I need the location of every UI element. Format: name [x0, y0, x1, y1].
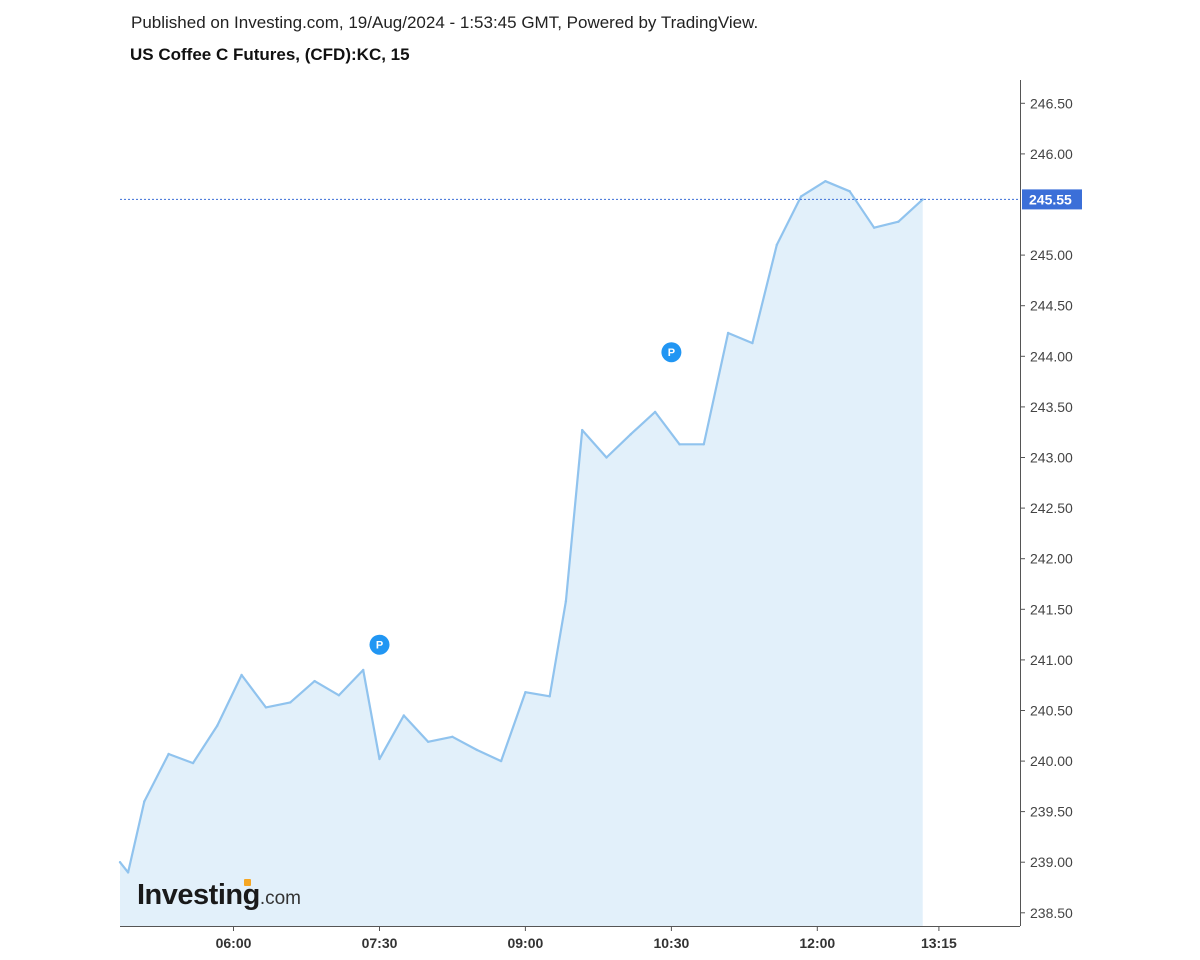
data-point: [564, 600, 568, 603]
data-point: [824, 180, 827, 183]
data-point: [548, 695, 551, 698]
logo-main: Investing: [137, 879, 260, 911]
data-point: [143, 800, 146, 803]
data-point: [653, 410, 657, 414]
data-point: [605, 456, 608, 459]
data-point: [921, 198, 924, 201]
y-tick-label: 241.50: [1030, 601, 1073, 617]
x-tick-label: 10:30: [653, 935, 689, 951]
data-point: [402, 714, 405, 717]
x-tick-label: 06:00: [216, 935, 252, 951]
data-point: [775, 243, 778, 247]
y-tick-label: 243.50: [1030, 399, 1073, 415]
y-tick-label: 240.50: [1030, 703, 1073, 719]
data-point: [702, 443, 705, 446]
data-point: [216, 724, 219, 727]
data-point: [426, 740, 430, 743]
data-point: [629, 433, 632, 436]
data-point: [126, 871, 130, 874]
data-point: [264, 706, 268, 709]
data-point: [475, 748, 478, 752]
event-marker-label: P: [668, 347, 675, 359]
logo-accent: [244, 879, 251, 886]
y-tick-label: 244.00: [1030, 348, 1073, 364]
data-point: [337, 694, 341, 697]
data-point: [118, 861, 122, 864]
data-point: [289, 701, 292, 704]
data-point: [167, 752, 170, 756]
investing-logo: Investing.com: [137, 879, 301, 912]
price-area-fill: [120, 181, 923, 926]
y-tick-label: 240.00: [1030, 753, 1073, 769]
data-point: [240, 673, 243, 677]
data-point: [581, 428, 584, 432]
y-tick-label: 239.00: [1030, 854, 1073, 870]
data-point: [378, 757, 381, 761]
y-tick-label: 246.50: [1030, 95, 1073, 111]
data-point: [451, 735, 454, 738]
data-point: [313, 679, 316, 683]
y-tick-label: 246.00: [1030, 146, 1073, 162]
last-price-badge: [1022, 189, 1082, 210]
x-tick-label: 12:00: [799, 935, 835, 951]
data-point: [726, 331, 730, 335]
y-tick-label: 241.00: [1030, 652, 1073, 668]
data-point: [524, 691, 527, 694]
event-marker-icon: [369, 634, 390, 655]
data-point: [848, 190, 851, 193]
data-point: [678, 443, 681, 446]
price-line-series: [119, 180, 924, 874]
published-caption: Published on Investing.com, 19/Aug/2024 …: [131, 13, 759, 32]
last-price-label: 245.55: [1029, 191, 1072, 207]
y-tick-label: 243.00: [1030, 450, 1073, 466]
x-tick-label: 13:15: [921, 935, 957, 951]
y-tick-label: 245.00: [1030, 247, 1073, 263]
event-marker-label: P: [376, 640, 383, 652]
y-tick-label: 242.50: [1030, 500, 1073, 516]
logo-suffix: .com: [259, 888, 301, 909]
y-tick-label: 242.00: [1030, 551, 1073, 567]
data-point: [751, 341, 754, 345]
event-marker-icon: [661, 342, 682, 363]
data-point: [191, 761, 195, 765]
data-point: [362, 668, 365, 672]
y-tick-label: 244.50: [1030, 298, 1073, 314]
data-point: [499, 759, 503, 763]
y-tick-label: 238.50: [1030, 905, 1073, 921]
chart-title: US Coffee C Futures, (CFD):KC, 15: [130, 45, 410, 64]
y-tick-label: 239.50: [1030, 804, 1073, 820]
x-tick-label: 07:30: [362, 935, 398, 951]
data-point: [872, 226, 876, 229]
data-point: [799, 195, 803, 198]
data-point: [897, 220, 900, 223]
x-tick-label: 09:00: [507, 935, 543, 951]
